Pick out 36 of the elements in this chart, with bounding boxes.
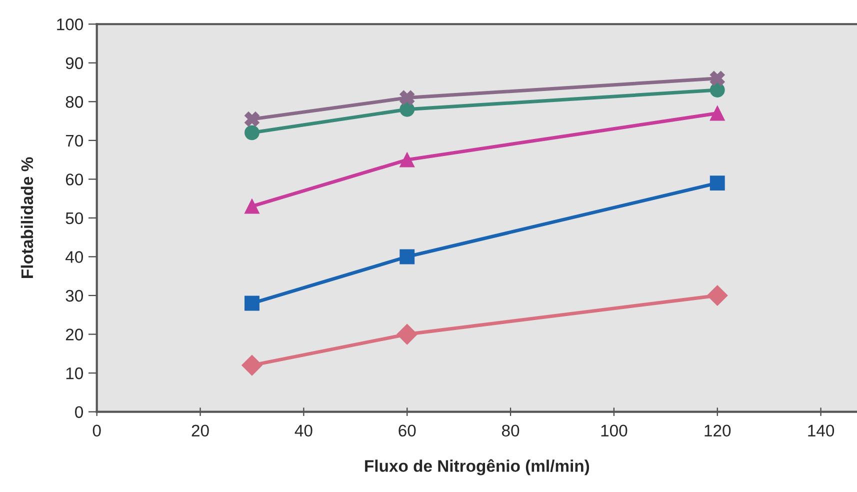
y-tick-label: 60 bbox=[66, 174, 83, 186]
point bbox=[400, 249, 415, 264]
point bbox=[710, 106, 725, 121]
y-tick-label: 50 bbox=[66, 212, 83, 224]
y-tick-label: 40 bbox=[65, 251, 83, 263]
x-tick-label: 80 bbox=[502, 424, 520, 437]
point bbox=[244, 296, 260, 311]
x-axis-title: Fluxo de Nitrogênio (ml/min) bbox=[365, 459, 590, 476]
point bbox=[707, 285, 728, 306]
x-tick-label: 120 bbox=[704, 424, 731, 437]
point bbox=[710, 176, 725, 191]
point bbox=[244, 112, 260, 127]
y-tick-label: 30 bbox=[66, 290, 83, 302]
y-tick-label: 20 bbox=[66, 328, 83, 340]
y-tick-label: 0 bbox=[75, 406, 83, 418]
point bbox=[400, 152, 415, 168]
point bbox=[244, 125, 260, 140]
y-tick-label: 90 bbox=[66, 57, 83, 70]
point bbox=[710, 82, 725, 98]
x-tick-label: 60 bbox=[398, 424, 416, 437]
point bbox=[710, 70, 725, 86]
y-tick-label: 70 bbox=[66, 134, 83, 147]
point bbox=[400, 90, 415, 106]
point bbox=[242, 354, 262, 376]
x-tick-label: 20 bbox=[192, 424, 209, 437]
x-tick-label: 100 bbox=[601, 424, 628, 437]
point bbox=[244, 198, 260, 214]
point bbox=[400, 102, 415, 117]
y-tick-label: 80 bbox=[66, 96, 83, 108]
y-tick-label: 100 bbox=[57, 18, 83, 30]
x-tick-label: 40 bbox=[294, 424, 312, 437]
y-tick-label: 10 bbox=[66, 367, 83, 380]
x-tick-label: 0 bbox=[92, 424, 101, 437]
y-axis-title: Flotabilidade % bbox=[20, 157, 34, 278]
point bbox=[396, 324, 418, 345]
x-tick-label: 140 bbox=[808, 424, 834, 437]
